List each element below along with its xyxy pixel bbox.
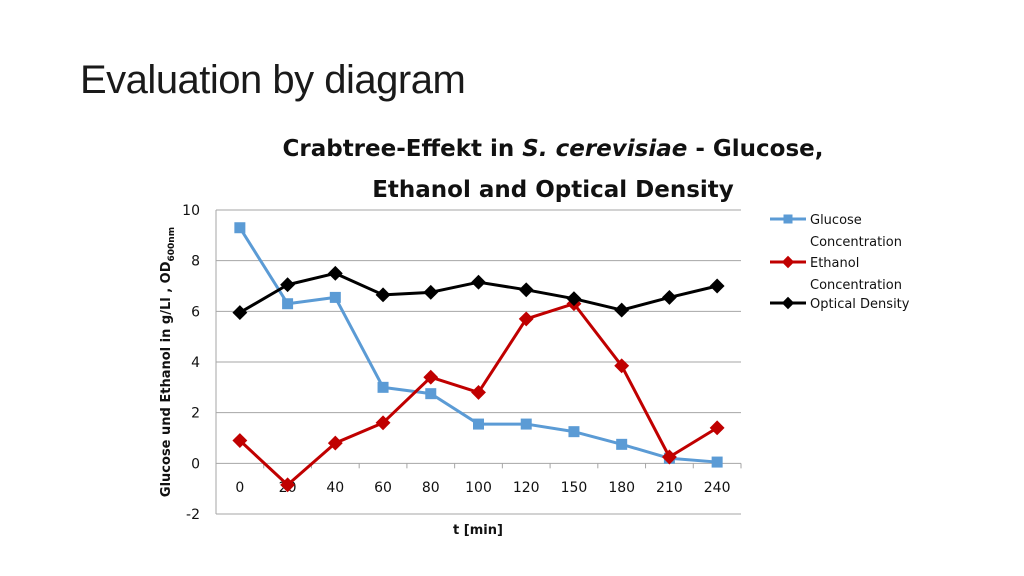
legend-label: Ethanol: [810, 256, 859, 271]
data-point: [234, 222, 246, 234]
data-point: [783, 214, 793, 224]
legend-label: Optical Density: [810, 297, 910, 312]
x-tick-label: 60: [374, 480, 392, 496]
data-point: [781, 296, 795, 310]
legend: Glucose Concentration Ethanol Concentration…: [770, 213, 910, 312]
data-point: [425, 388, 437, 400]
data-point: [709, 278, 725, 294]
data-point: [518, 282, 534, 298]
chart-title-line-1: Crabtree-Effekt in S. cerevisiae - Gluco…: [282, 136, 823, 162]
y-tick-label: 0: [191, 456, 200, 472]
legend-item-2: Ethanol Concentration: [770, 255, 902, 293]
legend-item-1: Glucose Concentration: [770, 213, 902, 250]
x-tick-label: 100: [465, 480, 492, 496]
chart-title-line-2: Ethanol and Optical Density: [372, 177, 734, 203]
data-point: [423, 284, 439, 300]
data-point: [614, 302, 630, 318]
y-tick-label: 10: [182, 203, 200, 219]
x-axis-ticks: 020406080100120150180210240: [215, 463, 742, 496]
y-tick-label: -2: [186, 507, 200, 523]
data-point: [709, 420, 725, 436]
data-point: [377, 381, 389, 393]
data-point: [282, 298, 294, 310]
series-layer: [232, 222, 725, 493]
data-point: [471, 384, 486, 400]
data-point: [661, 289, 677, 305]
legend-label: Concentration: [810, 278, 902, 293]
data-point: [280, 477, 296, 493]
x-tick-label: 210: [656, 480, 683, 496]
data-point: [614, 358, 630, 374]
y-axis-ticks: -2 0 2 4 6 8 10: [182, 203, 200, 523]
x-tick-label: 150: [561, 480, 588, 496]
legend-item-3: Optical Density: [770, 296, 910, 312]
data-point: [327, 265, 343, 281]
data-point: [232, 433, 248, 448]
series-1: [234, 222, 723, 468]
data-point: [473, 418, 484, 430]
series-3: [232, 265, 725, 321]
slide-title: Evaluation by diagram: [80, 58, 466, 102]
data-point: [616, 438, 628, 450]
series-2: [232, 296, 725, 493]
data-point: [566, 291, 582, 307]
data-point: [280, 277, 296, 293]
data-point: [661, 449, 677, 465]
y-axis-label: Glucose und Ethanol in g/Ll , OD600nm: [159, 227, 177, 497]
y-tick-label: 6: [191, 304, 200, 320]
x-tick-label: 240: [704, 480, 731, 496]
y-tick-label: 8: [191, 254, 200, 270]
gridlines: [215, 209, 741, 515]
data-point: [423, 369, 439, 385]
data-point: [520, 418, 532, 430]
data-point: [327, 435, 343, 451]
x-axis-label: t [min]: [453, 523, 503, 538]
x-tick-label: 120: [513, 480, 540, 496]
data-point: [711, 456, 723, 468]
data-point: [471, 274, 486, 290]
data-point: [232, 305, 248, 321]
data-point: [568, 426, 580, 438]
data-point: [375, 287, 391, 303]
data-point: [329, 291, 341, 303]
x-tick-label: 40: [326, 480, 344, 496]
y-tick-label: 4: [191, 355, 200, 371]
legend-label: Glucose: [810, 213, 862, 228]
y-tick-label: 2: [191, 406, 200, 422]
data-point: [518, 311, 534, 327]
legend-label: Concentration: [810, 235, 902, 250]
data-point: [781, 255, 795, 269]
x-tick-label: 80: [422, 480, 440, 496]
x-tick-label: 180: [608, 480, 635, 496]
x-tick-label: 0: [235, 480, 244, 496]
data-point: [375, 415, 391, 431]
